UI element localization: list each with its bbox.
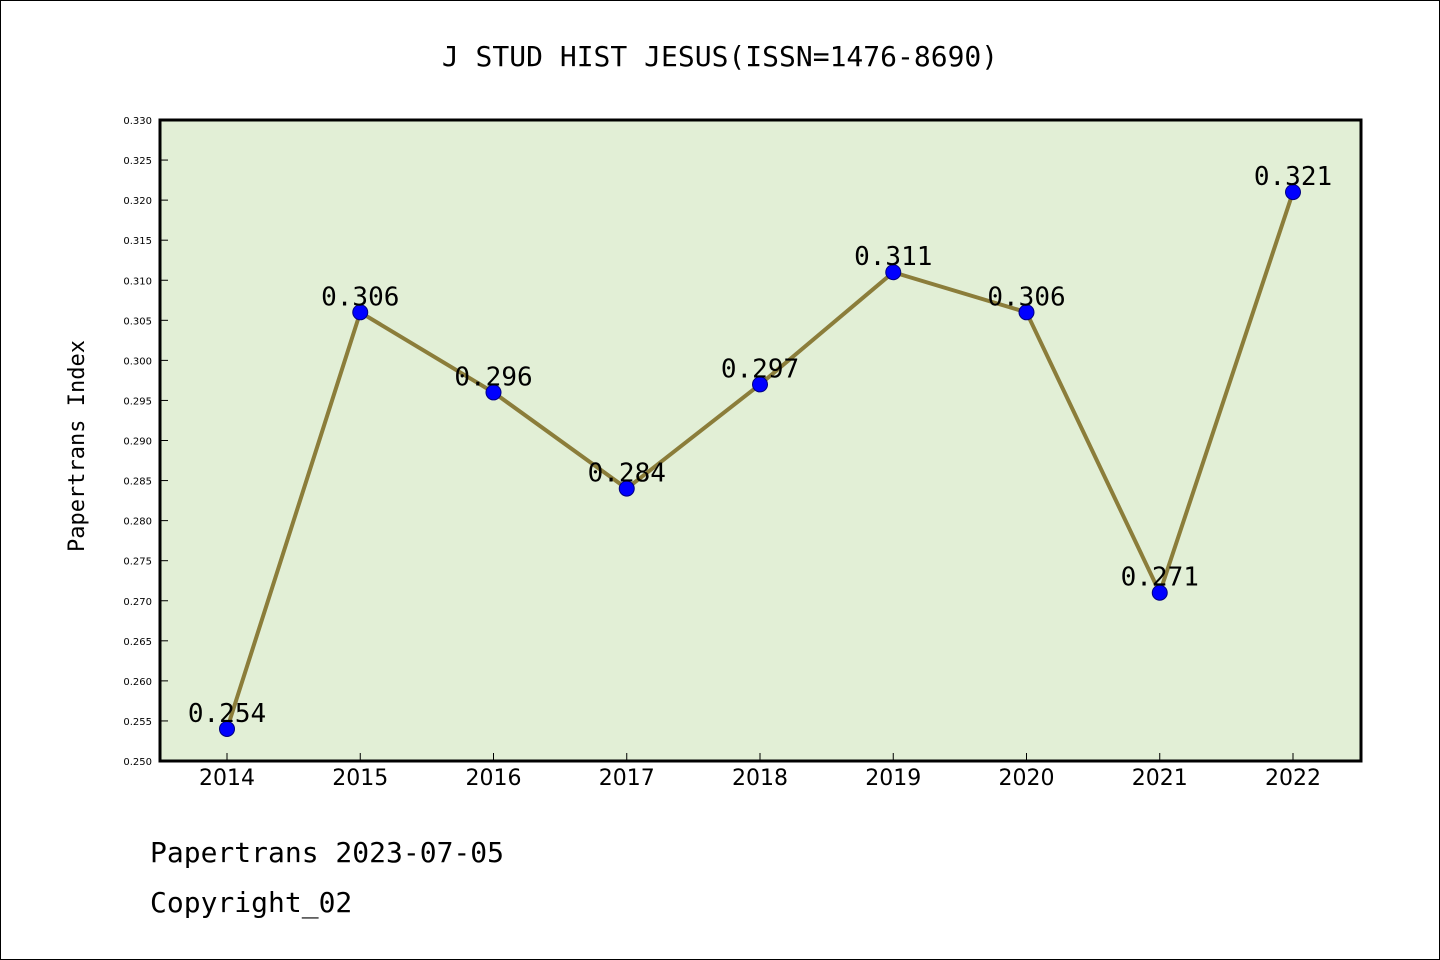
plot-area bbox=[158, 118, 1363, 763]
footer-copyright-line: Copyright_02 bbox=[150, 886, 353, 919]
y-tick-label: 0.275 bbox=[123, 557, 152, 568]
y-tick-label: 0.250 bbox=[123, 757, 152, 768]
y-tick-label: 0.325 bbox=[123, 156, 152, 167]
y-tick-label: 0.260 bbox=[123, 677, 152, 688]
x-tick-label: 2022 bbox=[1265, 766, 1321, 791]
data-point bbox=[1285, 184, 1301, 201]
x-tick-label: 2021 bbox=[1132, 766, 1188, 791]
y-tick-label: 0.280 bbox=[123, 517, 152, 528]
y-tick-label: 0.320 bbox=[123, 196, 152, 207]
data-point bbox=[219, 720, 235, 737]
x-tick-label: 2017 bbox=[599, 766, 655, 791]
y-tick-label: 0.255 bbox=[123, 717, 152, 728]
data-point bbox=[752, 376, 768, 393]
y-axis-title: Papertrans Index bbox=[65, 340, 90, 552]
chart-title: J STUD HIST JESUS(ISSN=1476-8690) bbox=[442, 40, 998, 73]
data-point bbox=[1151, 584, 1168, 601]
x-tick-label: 2015 bbox=[332, 766, 388, 791]
data-point bbox=[618, 480, 635, 497]
y-tick-label: 0.315 bbox=[123, 236, 152, 247]
x-tick-label: 2018 bbox=[732, 766, 788, 791]
x-tick-label: 2020 bbox=[999, 766, 1055, 791]
y-axis-ticks: 0.250 0.255 0.260 0.265 0.270 0.275 0.280 0.285… bbox=[123, 116, 168, 768]
y-tick-label: 0.305 bbox=[123, 316, 152, 327]
data-point bbox=[352, 304, 369, 321]
data-point bbox=[1018, 304, 1035, 321]
x-tick-label: 2014 bbox=[199, 766, 255, 791]
data-point bbox=[485, 384, 502, 401]
x-tick-label: 2016 bbox=[466, 766, 522, 791]
data-point bbox=[885, 264, 902, 281]
y-tick-label: 0.290 bbox=[123, 437, 152, 448]
y-tick-label: 0.270 bbox=[123, 597, 152, 608]
x-tick-label: 2019 bbox=[865, 766, 921, 791]
y-tick-label: 0.265 bbox=[123, 637, 152, 648]
y-tick-label: 0.310 bbox=[123, 276, 152, 287]
data-label: 0.254 bbox=[188, 699, 266, 729]
data-label: 0.311 bbox=[854, 242, 932, 272]
data-label: 0.271 bbox=[1121, 563, 1199, 593]
footer-date-line: Papertrans 2023-07-05 bbox=[150, 836, 505, 869]
series-group: 0.254 0.306 0.296 0.284 0.297 0.311 0.306 0.271… bbox=[188, 162, 1332, 737]
y-tick-label: 0.295 bbox=[123, 396, 152, 407]
data-label: 0.284 bbox=[588, 459, 666, 489]
data-label: 0.296 bbox=[454, 362, 532, 392]
y-tick-label: 0.330 bbox=[123, 116, 152, 127]
data-label: 0.321 bbox=[1254, 162, 1332, 192]
data-label: 0.306 bbox=[321, 282, 399, 312]
y-tick-label: 0.285 bbox=[123, 477, 152, 488]
data-label: 0.306 bbox=[987, 282, 1065, 312]
x-axis-ticks: 2014 2015 2016 2017 2018 2019 2020 2021 2022 bbox=[199, 753, 1321, 791]
data-label: 0.297 bbox=[721, 354, 799, 384]
y-tick-label: 0.300 bbox=[123, 356, 152, 367]
